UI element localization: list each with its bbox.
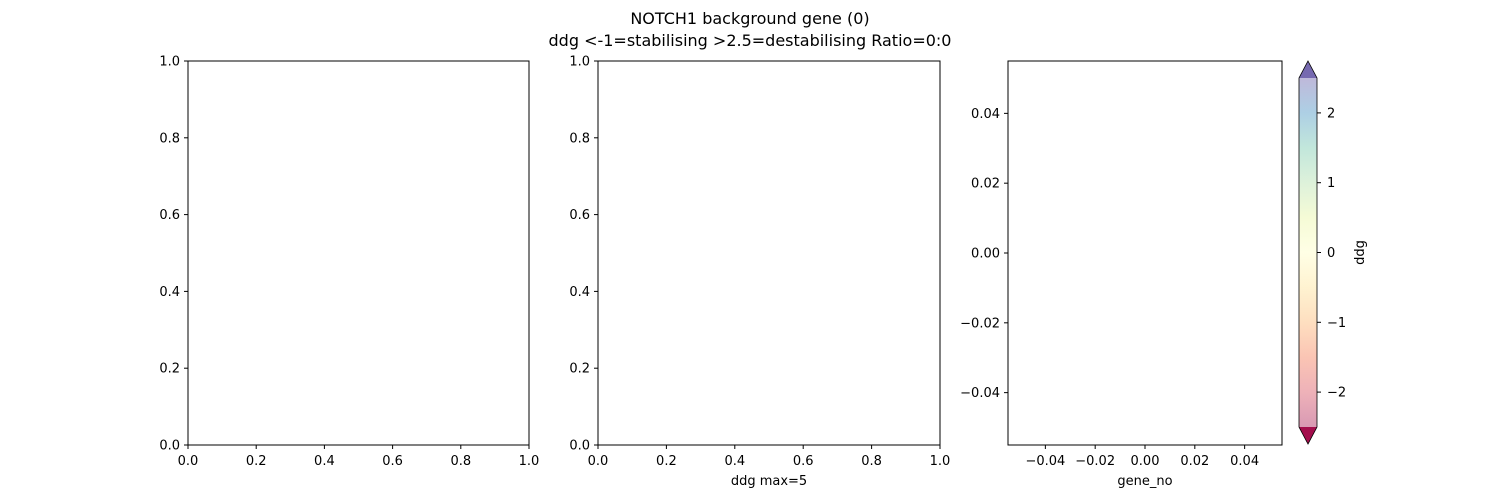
colorbar-tick-label: 1 (1327, 176, 1335, 191)
x-tick-label: 0.4 (724, 454, 745, 469)
x-tick-label: −0.02 (1075, 454, 1115, 469)
y-tick-label: 0.0 (159, 439, 180, 454)
x-tick-label: 0.0 (178, 454, 199, 469)
colorbar-outline (1298, 60, 1318, 445)
x-tick-label: 0.04 (1230, 454, 1259, 469)
x-tick-label: 0.2 (656, 454, 677, 469)
colorbar-tick-label: −2 (1327, 386, 1346, 401)
plot-area (187, 60, 530, 446)
y-tick-label: 0.0 (569, 439, 590, 454)
x-tick-label: 0.00 (1131, 454, 1160, 469)
x-tick-label: 0.4 (314, 454, 335, 469)
y-tick-label: 0.00 (971, 247, 1000, 262)
x-tick-label: 0.0 (588, 454, 609, 469)
y-tick-label: 0.2 (569, 362, 590, 377)
y-tick-label: −0.04 (960, 386, 1000, 401)
x-tick-label: 1.0 (519, 454, 540, 469)
x-tick-label: 0.8 (861, 454, 882, 469)
y-tick-label: −0.02 (960, 316, 1000, 331)
x-axis-label: gene_no (1117, 474, 1172, 489)
y-tick-label: 0.8 (569, 131, 590, 146)
x-tick-label: 0.2 (246, 454, 267, 469)
x-tick-label: −0.04 (1025, 454, 1065, 469)
y-tick-label: 0.4 (159, 285, 180, 300)
y-tick-label: 0.6 (569, 208, 590, 223)
chart-title-line2: ddg <-1=stabilising >2.5=destabilising R… (549, 31, 952, 50)
colorbar-extend-min (1299, 427, 1317, 444)
y-tick-label: 0.2 (159, 362, 180, 377)
chart-title-line1: NOTCH1 background gene (0) (630, 9, 869, 28)
x-tick-label: 0.8 (450, 454, 471, 469)
y-tick-label: 0.02 (971, 177, 1000, 192)
x-tick-label: 1.0 (930, 454, 951, 469)
right-panel: −0.04 −0.02 0.00 0.02 0.04 −0.04 −0.02 0.00 0.02… (960, 60, 1283, 489)
x-tick-label: 0.6 (793, 454, 814, 469)
colorbar-tick-label: −1 (1327, 316, 1346, 331)
colorbar-tick-label: 2 (1327, 106, 1335, 121)
y-tick-label: 0.6 (159, 208, 180, 223)
left-panel: 0.0 0.2 0.4 0.6 0.8 1.0 0.0 0.2 0.4 0.6 0.8 1.0 (159, 55, 539, 470)
colorbar-label: ddg (1353, 240, 1368, 265)
colorbar-extend-max (1299, 61, 1317, 78)
plot-area (597, 60, 941, 446)
y-tick-label: 0.8 (159, 131, 180, 146)
x-tick-label: 0.6 (382, 454, 403, 469)
y-tick-label: 1.0 (159, 55, 180, 70)
middle-panel: 0.0 0.2 0.4 0.6 0.8 1.0 0.0 0.2 0.4 0.6 0.8 1.0 ddg … (569, 55, 950, 490)
plot-area (1007, 60, 1283, 446)
colorbar-gradient (1299, 78, 1317, 427)
y-tick-label: 0.04 (971, 107, 1000, 122)
colorbar: −2 −1 0 1 2 ddg (1298, 60, 1368, 445)
x-tick-label: 0.02 (1180, 454, 1209, 469)
x-axis-label: ddg max=5 (731, 474, 807, 489)
colorbar-tick-label: 0 (1327, 246, 1335, 261)
y-tick-label: 0.4 (569, 285, 590, 300)
y-tick-label: 1.0 (569, 55, 590, 70)
